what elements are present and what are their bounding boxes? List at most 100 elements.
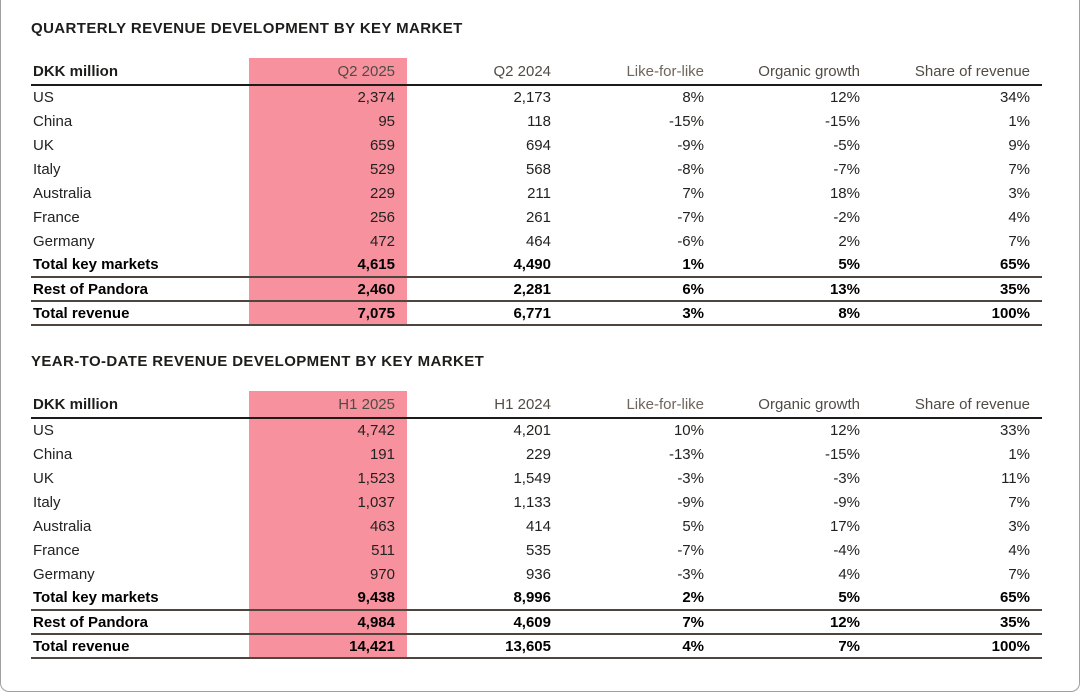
value-cell-organic-growth: -3% [833, 469, 860, 487]
value-cell-like-for-like: 4% [563, 634, 716, 659]
value-cell-share-of-revenue: 7% [1008, 160, 1030, 178]
value-cell-organic-growth: 12% [829, 422, 860, 439]
market-label: Australia [33, 184, 92, 202]
table-row-us: US 2,374 2,173 8% 12% 34% [31, 85, 1042, 109]
value-cell-share-of-revenue: 33% [999, 422, 1030, 439]
table-row-uk: UK 659 694 -9% -5% 9% [31, 133, 1042, 157]
table-row-france: France 256 261 -7% -2% 4% [31, 205, 1042, 229]
value-cell-h1-2025: 14,421 [249, 634, 407, 659]
value-cell-like-for-like: 3% [563, 301, 716, 326]
value-cell-like-for-like: -13% [668, 445, 704, 463]
value-cell-h1-2024: 229 [525, 445, 551, 463]
value-cell-h1-2025: 970 [249, 562, 407, 586]
table-row-china: China 191 229 -13% -15% 1% [31, 442, 1042, 466]
value-cell-like-for-like: -9% [677, 493, 704, 511]
value-cell-q2-2025: 256 [249, 205, 407, 229]
value-cell-h1-2024: 4,609 [407, 610, 563, 635]
value-cell-like-for-like: -9% [677, 136, 704, 154]
table-row-china: China 95 118 -15% -15% 1% [31, 109, 1042, 133]
value-cell-share-of-revenue: 7% [1008, 565, 1030, 583]
market-label: Germany [33, 565, 95, 583]
value-cell-q2-2024: 118 [527, 112, 551, 130]
value-cell-share-of-revenue: 4% [1008, 541, 1030, 559]
value-cell-h1-2025: 9,438 [249, 586, 407, 611]
market-label: Total revenue [31, 301, 249, 326]
value-cell-organic-growth: 5% [716, 253, 872, 278]
value-cell-like-for-like: 7% [563, 610, 716, 635]
value-cell-h1-2024: 1,133 [513, 493, 551, 511]
column-header-share-of-revenue: Share of revenue [872, 58, 1042, 86]
value-cell-organic-growth: 18% [829, 184, 860, 202]
value-cell-share-of-revenue: 65% [872, 586, 1042, 611]
value-cell-organic-growth: 12% [829, 89, 860, 106]
value-cell-share-of-revenue: 1% [1008, 445, 1030, 463]
value-cell-organic-growth: 7% [716, 634, 872, 659]
table-row-total-revenue: Total revenue 7,075 6,771 3% 8% 100% [31, 301, 1042, 326]
value-cell-q2-2024: 6,771 [407, 301, 563, 326]
value-cell-organic-growth: -15% [824, 112, 860, 130]
section-title-ytd: YEAR-TO-DATE REVENUE DEVELOPMENT BY KEY … [31, 353, 485, 370]
market-label: US [33, 89, 54, 106]
value-cell-q2-2024: 2,173 [513, 89, 551, 106]
value-cell-like-for-like: -8% [677, 160, 704, 178]
value-cell-q2-2025: 529 [249, 157, 407, 181]
value-cell-h1-2024: 936 [525, 565, 551, 583]
value-cell-q2-2024: 261 [525, 208, 551, 226]
value-cell-share-of-revenue: 7% [1008, 493, 1030, 511]
table-row-australia: Australia 229 211 7% 18% 3% [31, 181, 1042, 205]
table-row-germany: Germany 472 464 -6% 2% 7% [31, 229, 1042, 253]
value-cell-organic-growth: 13% [716, 277, 872, 302]
value-cell-q2-2025: 659 [249, 133, 407, 157]
value-cell-share-of-revenue: 4% [1008, 208, 1030, 226]
value-cell-share-of-revenue: 100% [872, 301, 1042, 326]
quarterly-revenue-table: DKK million Q2 2025 Q2 2024 Like-for-like Or… [31, 58, 1042, 326]
section-title-quarterly: QUARTERLY REVENUE DEVELOPMENT BY KEY MAR… [31, 20, 463, 37]
value-cell-q2-2025: 2,374 [249, 85, 407, 109]
value-cell-like-for-like: 1% [563, 253, 716, 278]
column-header-like-for-like: Like-for-like [563, 391, 716, 419]
column-header-q2-2024: Q2 2024 [407, 58, 563, 86]
value-cell-q2-2025: 95 [249, 109, 407, 133]
value-cell-h1-2024: 13,605 [407, 634, 563, 659]
value-cell-h1-2025: 4,742 [249, 418, 407, 442]
value-cell-like-for-like: -15% [668, 112, 704, 130]
value-cell-q2-2025: 2,460 [249, 277, 407, 302]
ytd-revenue-section: YEAR-TO-DATE REVENUE DEVELOPMENT BY KEY … [31, 353, 1042, 659]
value-cell-h1-2025: 463 [249, 514, 407, 538]
table-row-uk: UK 1,523 1,549 -3% -3% 11% [31, 466, 1042, 490]
table-row-italy: Italy 1,037 1,133 -9% -9% 7% [31, 490, 1042, 514]
table-header: DKK million H1 2025 H1 2024 Like-for-like Or… [31, 391, 1042, 419]
column-header-market: DKK million [31, 391, 249, 419]
value-cell-share-of-revenue: 35% [872, 277, 1042, 302]
value-cell-organic-growth: -4% [833, 541, 860, 559]
value-cell-h1-2024: 1,549 [513, 469, 551, 487]
header-row: DKK million Q2 2025 Q2 2024 Like-for-like Or… [31, 58, 1042, 86]
market-label: France [33, 541, 80, 559]
value-cell-h1-2025: 191 [249, 442, 407, 466]
value-cell-like-for-like: 5% [682, 517, 704, 535]
value-cell-q2-2024: 2,281 [407, 277, 563, 302]
value-cell-share-of-revenue: 11% [1001, 469, 1030, 487]
table-row-total-revenue: Total revenue 14,421 13,605 4% 7% 100% [31, 634, 1042, 659]
value-cell-organic-growth: -15% [824, 445, 860, 463]
table-row-rest-of-pandora: Rest of Pandora 2,460 2,281 6% 13% 35% [31, 277, 1042, 302]
table-row-rest-of-pandora: Rest of Pandora 4,984 4,609 7% 12% 35% [31, 610, 1042, 635]
value-cell-share-of-revenue: 35% [872, 610, 1042, 635]
market-label: Total revenue [31, 634, 249, 659]
value-cell-h1-2024: 535 [525, 541, 551, 559]
value-cell-q2-2024: 464 [525, 232, 551, 250]
value-cell-share-of-revenue: 100% [872, 634, 1042, 659]
column-header-organic-growth: Organic growth [716, 391, 872, 419]
value-cell-h1-2024: 414 [525, 517, 551, 535]
value-cell-share-of-revenue: 34% [999, 89, 1030, 106]
value-cell-h1-2024: 4,201 [513, 422, 551, 439]
value-cell-h1-2024: 8,996 [407, 586, 563, 611]
value-cell-q2-2025: 4,615 [249, 253, 407, 278]
quarterly-revenue-section: QUARTERLY REVENUE DEVELOPMENT BY KEY MAR… [31, 20, 1042, 326]
column-header-organic-growth: Organic growth [716, 58, 872, 86]
value-cell-share-of-revenue: 9% [1008, 136, 1030, 154]
value-cell-q2-2024: 568 [525, 160, 551, 178]
market-label: Italy [33, 160, 61, 178]
table-body: US 4,742 4,201 10% 12% 33% China 191 229 -13% -15%… [31, 418, 1042, 659]
market-label: Total key markets [31, 586, 249, 611]
